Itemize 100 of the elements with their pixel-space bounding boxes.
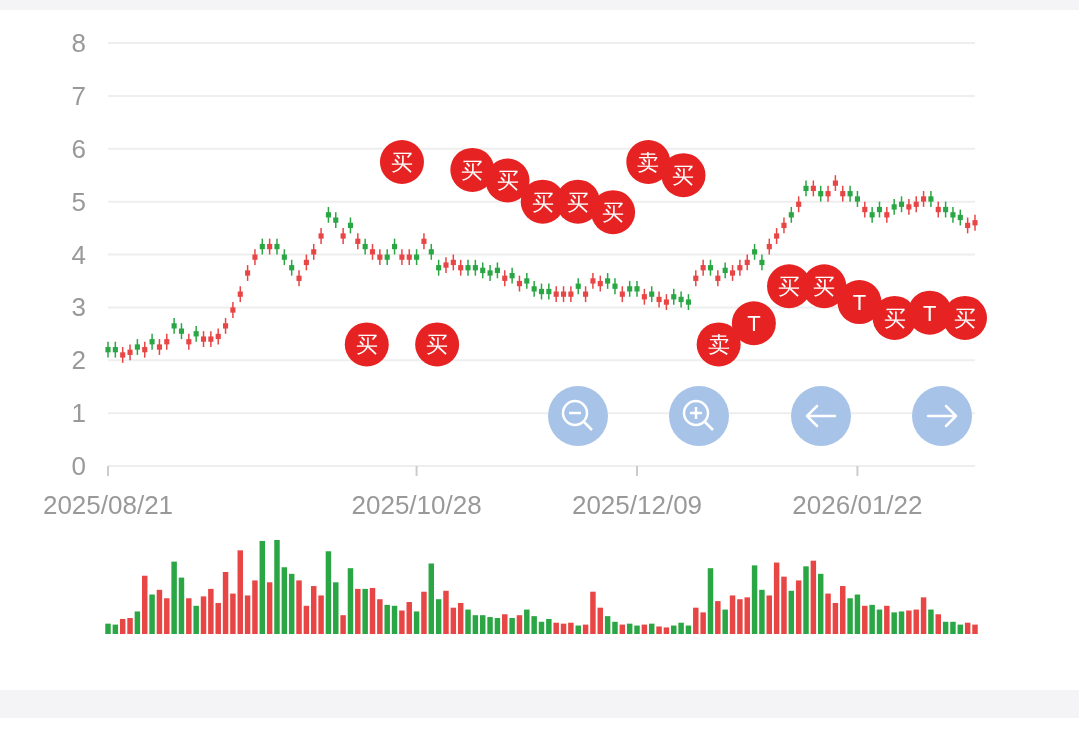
bar — [663, 627, 670, 634]
annotation: 买 — [426, 332, 449, 358]
bar — [355, 588, 361, 634]
bar — [421, 591, 427, 634]
bar — [759, 589, 765, 634]
candlestick — [847, 185, 853, 203]
candlestick — [362, 237, 368, 256]
bar — [773, 562, 780, 634]
bar — [862, 605, 868, 634]
bar — [325, 551, 332, 634]
bar — [538, 621, 545, 634]
candlestick — [700, 259, 706, 277]
bar — [502, 614, 508, 634]
annotation: T — [837, 280, 882, 325]
annotation: 买 — [355, 332, 378, 358]
bar — [105, 623, 111, 634]
candlestick — [722, 261, 728, 280]
annotation: 买 — [883, 305, 906, 331]
annotation: 买 — [672, 163, 695, 189]
candlestick — [296, 269, 302, 287]
annotation: 买 — [485, 158, 530, 203]
annotation: 卖 — [696, 322, 741, 367]
candlestick — [803, 179, 809, 198]
bar — [384, 604, 390, 634]
bar — [200, 596, 207, 634]
candlestick — [553, 285, 559, 303]
bar — [340, 615, 346, 634]
y-tick-label: 7 — [71, 80, 86, 111]
y-tick-label: 6 — [71, 133, 86, 164]
candlestick — [950, 206, 956, 224]
bar — [230, 593, 236, 634]
bar — [751, 565, 758, 634]
annotation: 买 — [390, 150, 413, 175]
x-tick-label: 2026/01/22 — [792, 490, 923, 520]
candlestick — [149, 333, 155, 351]
candlestick — [465, 259, 471, 277]
bar — [950, 621, 956, 634]
bar — [472, 615, 479, 634]
candlestick — [671, 288, 677, 306]
bar — [597, 607, 604, 634]
bar — [347, 568, 354, 634]
bar — [546, 618, 552, 634]
y-tick-label: 2 — [71, 345, 86, 376]
bar — [443, 590, 449, 634]
candlestick — [825, 185, 831, 203]
candlestick — [127, 343, 133, 361]
bar — [391, 605, 398, 634]
annotation: T — [747, 311, 761, 337]
bar — [406, 602, 412, 634]
bar — [766, 595, 772, 634]
bar — [288, 573, 295, 634]
annotation: 买 — [591, 190, 636, 235]
annotation: T — [852, 290, 867, 316]
candlestick — [972, 214, 978, 232]
annotation: 买 — [813, 274, 836, 300]
bar — [193, 605, 199, 634]
candlestick — [384, 248, 390, 266]
candlestick — [781, 216, 787, 235]
bar — [465, 609, 471, 634]
y-tick-label: 8 — [71, 28, 86, 58]
bar — [259, 540, 266, 634]
candlestick — [274, 237, 280, 256]
y-tick-label: 4 — [71, 239, 86, 270]
candlestick — [164, 333, 170, 351]
bar — [715, 601, 721, 634]
bar — [178, 577, 185, 634]
annotation: 买 — [531, 189, 554, 215]
bar — [876, 609, 883, 634]
annotation: 买 — [344, 322, 389, 367]
bar — [656, 626, 662, 634]
bar — [134, 611, 141, 634]
bar — [399, 610, 405, 634]
bar — [274, 540, 280, 634]
candlestick — [884, 206, 890, 224]
annotation: 买 — [461, 157, 484, 183]
annotation: 买 — [954, 305, 976, 331]
candlestick — [252, 248, 258, 266]
annotation: 买 — [943, 295, 987, 340]
x-tick-label: 2025/12/09 — [571, 490, 703, 520]
candlestick — [186, 333, 192, 351]
bar — [869, 604, 875, 634]
candlestick — [502, 269, 508, 287]
annotation: 买 — [379, 140, 424, 184]
bar — [803, 566, 809, 634]
candlestick — [913, 195, 919, 213]
annotation: 买 — [778, 274, 801, 300]
candlestick — [355, 232, 361, 250]
y-tick-label: 0 — [71, 451, 86, 481]
bar — [487, 617, 493, 634]
bar — [920, 597, 927, 634]
bar — [369, 587, 376, 634]
bar — [509, 618, 515, 634]
annotation: 卖 — [707, 332, 730, 358]
x-tick-label: 2025/08/21 — [42, 490, 174, 520]
bar — [413, 611, 420, 634]
bar — [516, 615, 523, 634]
candlestick — [377, 248, 383, 266]
bar — [825, 593, 831, 634]
bar — [553, 622, 559, 634]
bar — [142, 575, 148, 634]
